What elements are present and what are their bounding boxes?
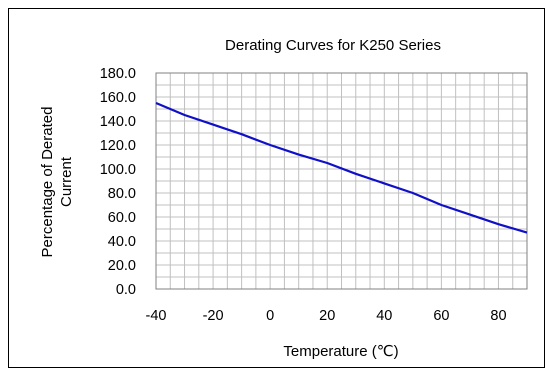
y-tick-label: 40.0 bbox=[108, 234, 136, 250]
x-axis-ticks: -40 -20 0 20 40 60 80 bbox=[146, 308, 507, 324]
x-axis-label: Temperature (℃) bbox=[283, 343, 398, 360]
y-tick-label: 100.0 bbox=[100, 162, 136, 178]
x-tick-label: 20 bbox=[319, 308, 335, 324]
y-axis-label-line-1: Percentage of Derated bbox=[39, 107, 56, 258]
y-tick-label: 80.0 bbox=[108, 186, 136, 202]
y-axis-ticks: 0.0 20.0 40.0 60.0 80.0 100.0 120.0 140.0 160.0 1… bbox=[100, 66, 136, 298]
y-tick-label: 180.0 bbox=[100, 66, 136, 82]
y-tick-label: 20.0 bbox=[108, 258, 136, 274]
series-group bbox=[155, 101, 528, 234]
x-tick-label: 60 bbox=[433, 308, 449, 324]
x-tick-label: -20 bbox=[203, 308, 224, 324]
y-axis-label-line-2: Current bbox=[58, 156, 75, 207]
chart-title: Derating Curves for K250 Series bbox=[225, 37, 441, 54]
x-tick-label: -40 bbox=[146, 308, 167, 324]
y-tick-label: 60.0 bbox=[108, 210, 136, 226]
x-tick-label: 40 bbox=[376, 308, 392, 324]
x-tick-label: 80 bbox=[490, 308, 506, 324]
series-line bbox=[155, 101, 528, 234]
grid bbox=[155, 72, 528, 290]
y-tick-label: 160.0 bbox=[100, 90, 136, 106]
y-tick-label: 120.0 bbox=[100, 138, 136, 154]
y-tick-label: 140.0 bbox=[100, 114, 136, 130]
y-tick-label: 0.0 bbox=[116, 282, 136, 298]
plot-area bbox=[155, 72, 528, 290]
y-axis-label: Percentage of Derated Current bbox=[39, 107, 75, 258]
x-tick-label: 0 bbox=[266, 308, 274, 324]
